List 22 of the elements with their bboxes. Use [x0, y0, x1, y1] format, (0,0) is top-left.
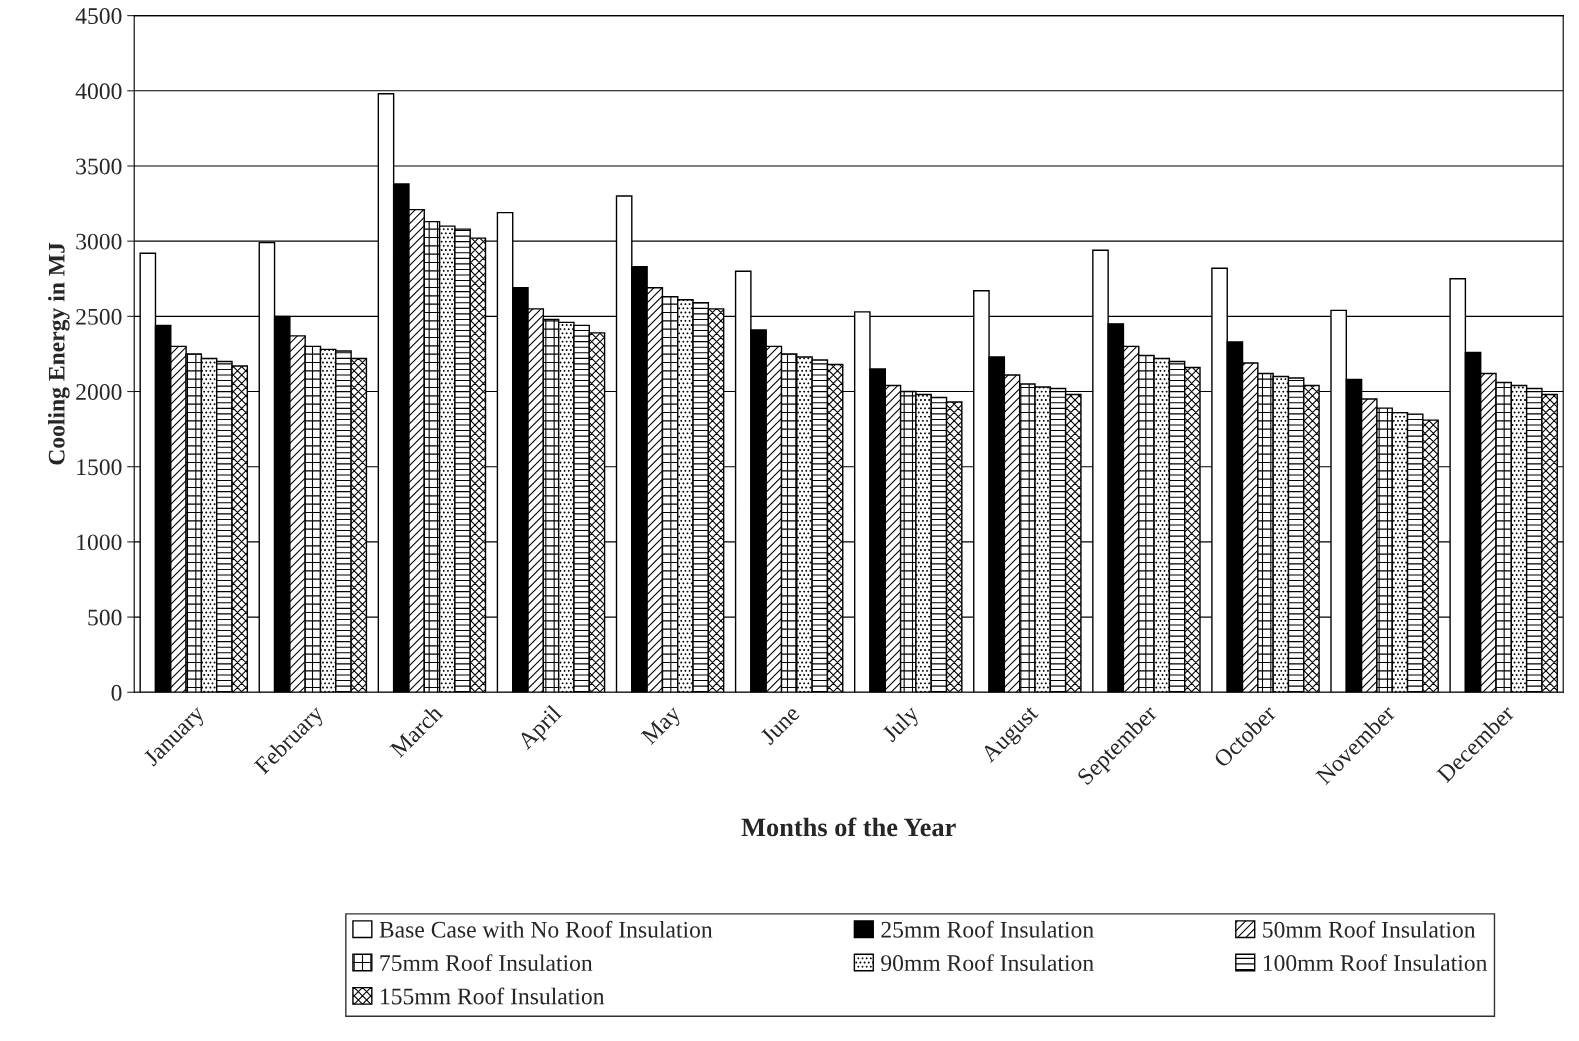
x-axis-title: Months of the Year [741, 817, 956, 837]
legend-label: 155mm Roof Insulation [380, 987, 605, 1005]
y-tick-label: 1000 [77, 534, 122, 551]
y-tick-label: 2500 [76, 308, 122, 325]
legend-label: 25mm Roof Insulation [881, 920, 1094, 938]
x-tick-label: July [880, 703, 924, 747]
y-tick-label: 4000 [75, 83, 122, 100]
legend-label: Base Case with No Roof Insulation [379, 920, 713, 938]
legend-label: 100mm Roof Insulation [1263, 954, 1488, 972]
legend-label: 90mm Roof Insulation [881, 954, 1094, 972]
y-tick-label: 500 [88, 609, 122, 626]
legend-label: 75mm Roof Insulation [380, 954, 593, 972]
y-axis-title: Cooling Energy in MJ [48, 242, 70, 465]
y-tick-label: 3000 [76, 233, 122, 250]
x-tick-label: May [640, 704, 686, 749]
y-tick-label: 1500 [77, 459, 122, 476]
y-tick-label: 2000 [76, 384, 122, 400]
y-tick-label: 4500 [75, 8, 122, 25]
x-tick-label: June [759, 704, 801, 746]
y-tick-label: 0 [111, 684, 122, 701]
y-tick-label: 3500 [76, 158, 122, 175]
legend-label: 50mm Roof Insulation [1263, 920, 1476, 938]
